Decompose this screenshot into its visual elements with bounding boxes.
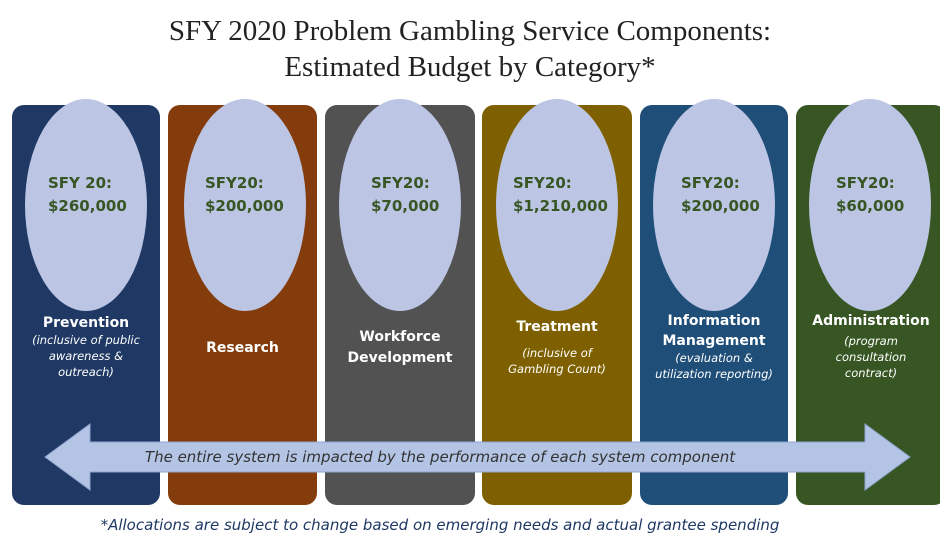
category-note: awareness &: [49, 349, 123, 363]
category-name: Management: [662, 333, 765, 349]
budget-amount: $200,000: [205, 197, 284, 215]
category-name: Research: [206, 340, 279, 356]
budget-amount: $1,210,000: [513, 197, 608, 215]
category-note: (inclusive of: [522, 346, 594, 360]
category-name: Workforce: [359, 329, 440, 345]
budget-label: SFY 20:: [48, 174, 112, 192]
footnote: *Allocations are subject to change based…: [101, 516, 780, 534]
budget-ellipse: [25, 99, 147, 311]
columns: SFY 20: $260,000 Prevention (inclusive of p…: [12, 99, 940, 505]
category-note: Gambling Count): [508, 362, 606, 376]
double-arrow: [44, 423, 911, 491]
category-note: outreach): [58, 365, 114, 379]
budget-ellipse: [653, 99, 775, 311]
category-note: (inclusive of public: [32, 333, 141, 347]
budget-ellipse: [184, 99, 306, 311]
arrow-text: The entire system is impacted by the per…: [145, 448, 736, 466]
budget-amount: $200,000: [681, 197, 760, 215]
category-note: contract): [845, 366, 897, 380]
category-note: utilization reporting): [655, 367, 773, 381]
category-name: Treatment: [516, 319, 598, 335]
budget-label: SFY20:: [513, 174, 572, 192]
category-name: Information: [668, 313, 761, 329]
title-line: Estimated Budget by Category*: [284, 51, 655, 83]
title-line: SFY 2020 Problem Gambling Service Compon…: [169, 15, 771, 47]
budget-ellipse: [496, 99, 618, 311]
budget-ellipse: [339, 99, 461, 311]
category-name: Administration: [812, 313, 929, 329]
budget-label: SFY20:: [371, 174, 430, 192]
budget-label: SFY20:: [681, 174, 740, 192]
category-note: consultation: [836, 350, 907, 364]
category-name: Prevention: [43, 315, 129, 331]
category-note: (program: [844, 334, 898, 348]
category-note: (evaluation &: [675, 351, 753, 365]
budget-amount: $60,000: [836, 197, 904, 215]
budget-amount: $260,000: [48, 197, 127, 215]
category-name: Development: [348, 350, 453, 366]
budget-label: SFY20:: [205, 174, 264, 192]
budget-ellipse: [809, 99, 931, 311]
budget-amount: $70,000: [371, 197, 439, 215]
budget-label: SFY20:: [836, 174, 895, 192]
